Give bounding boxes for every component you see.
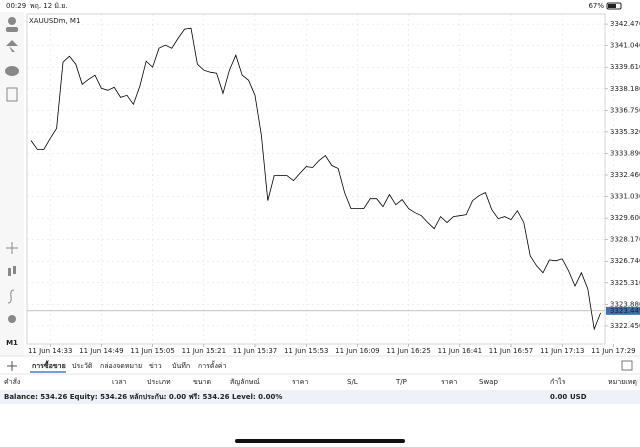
current-price-box: [606, 306, 640, 315]
tab[interactable]: ข่าว: [149, 362, 162, 370]
tab[interactable]: บันทึก: [172, 361, 190, 370]
objects-icon[interactable]: [8, 315, 16, 323]
x-tick-label: 11 Jun 15:05: [130, 347, 174, 355]
chart-type-icon-b: [13, 266, 16, 274]
crosshair-icon[interactable]: [6, 242, 18, 254]
y-tick-label: 3338.180: [610, 85, 640, 93]
column-header: ราคา: [292, 378, 308, 386]
y-tick-label: 3331.030: [610, 193, 640, 201]
balance-text: Balance: 534.26 Equity: 534.26 หลักประกั…: [4, 393, 282, 401]
column-header: S/L: [347, 378, 358, 386]
account-icon[interactable]: [8, 17, 16, 25]
layout-icon[interactable]: [621, 360, 633, 371]
add-button[interactable]: [7, 361, 17, 371]
balance-currency: USD: [570, 393, 587, 401]
battery-icon: [606, 2, 622, 10]
y-tick-label: 3333.890: [610, 149, 640, 157]
y-tick-label: 3332.460: [610, 171, 640, 179]
y-tick-label: 3322.450: [610, 322, 640, 330]
x-tick-label: 11 Jun 14:33: [28, 347, 72, 355]
toolbar: [0, 12, 24, 356]
x-tick-label: 11 Jun 16:09: [335, 347, 379, 355]
x-tick-label: 11 Jun 14:49: [79, 347, 123, 355]
chart-type-icon[interactable]: [8, 268, 11, 276]
tab[interactable]: กล่องจดหมาย: [100, 362, 142, 370]
y-tick-label: 3329.600: [610, 214, 640, 222]
y-tick-label: 3339.610: [610, 63, 640, 71]
tab[interactable]: การตั้งค่า: [198, 359, 227, 370]
account-icon-body: [6, 27, 18, 32]
y-tick-label: 3326.740: [610, 257, 640, 265]
chart-title: XAUUSDm, M1: [29, 17, 80, 25]
x-tick-label: 11 Jun 15:53: [284, 347, 328, 355]
x-tick-label: 11 Jun 17:13: [540, 347, 584, 355]
column-header: ประเภท: [147, 378, 171, 386]
column-header: ขนาด: [193, 378, 211, 386]
home-indicator: [235, 439, 405, 443]
x-tick-label: 11 Jun 16:57: [489, 347, 533, 355]
timeframe[interactable]: M1: [6, 339, 18, 347]
chat-icon[interactable]: [5, 66, 19, 76]
x-tick-label: 11 Jun 15:21: [182, 347, 226, 355]
column-header: กำไร: [550, 377, 566, 386]
trade-icon[interactable]: [6, 40, 18, 52]
x-tick-label: 11 Jun 16:41: [438, 347, 482, 355]
tab[interactable]: การซื้อขาย: [32, 359, 66, 370]
new-order-icon[interactable]: [6, 87, 18, 102]
column-header: ราคา: [441, 378, 457, 386]
y-tick-label: 3323.880: [610, 300, 640, 308]
column-header: หมายเหตุ: [608, 378, 637, 386]
battery-fill: [608, 4, 616, 8]
status-date: พฤ. 12 มิ.ย.: [30, 2, 68, 10]
balance-profit: 0.00: [550, 393, 567, 401]
price-line: [30, 27, 601, 331]
y-tick-label: 3335.320: [610, 128, 640, 136]
column-header: สัญลักษณ์: [230, 378, 260, 386]
column-header: คำสั่ง: [4, 377, 20, 386]
current-price-label: 3323.449: [610, 307, 640, 315]
status-time: 00:29: [6, 2, 26, 10]
battery-level: 67%: [588, 2, 604, 10]
column-header: T/P: [395, 378, 407, 386]
y-tick-label: 3342.470: [610, 20, 640, 28]
x-tick-label: 11 Jun 15:37: [233, 347, 277, 355]
tab[interactable]: ประวัติ: [72, 362, 93, 370]
column-header: Swap: [479, 378, 498, 386]
chart-frame: [26, 13, 606, 345]
balance-row: [0, 390, 640, 404]
y-tick-label: 3336.750: [610, 106, 640, 114]
x-tick-label: 11 Jun 17:29: [591, 347, 635, 355]
indicator-icon[interactable]: [7, 289, 15, 304]
column-header: เวลา: [112, 378, 127, 386]
y-tick-label: 3341.040: [610, 42, 640, 50]
y-tick-label: 3325.310: [610, 279, 640, 287]
y-tick-label: 3328.170: [610, 236, 640, 244]
x-tick-label: 11 Jun 16:25: [386, 347, 430, 355]
